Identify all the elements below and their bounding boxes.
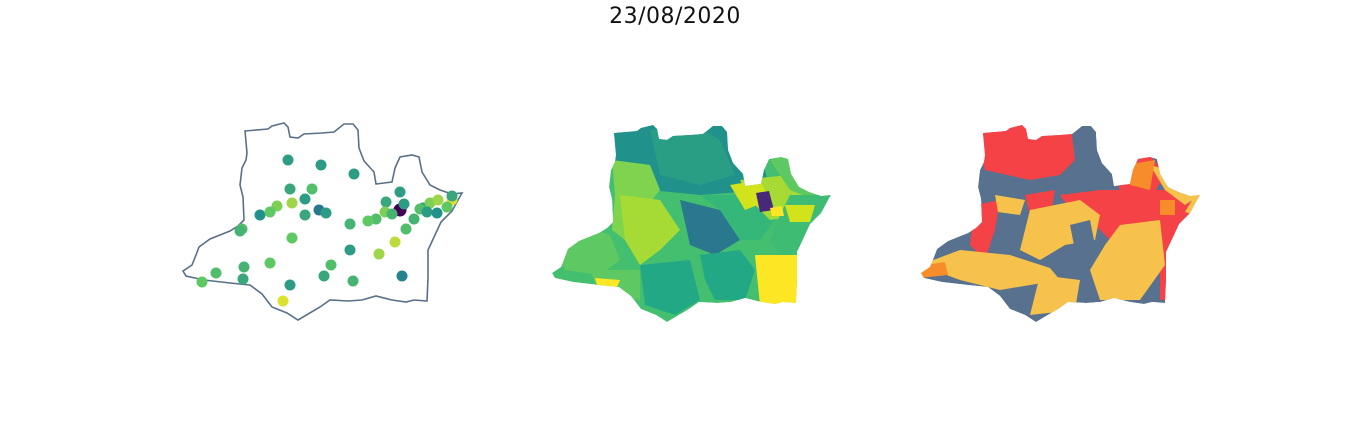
municipality-point [398, 198, 410, 210]
panel-points [182, 122, 463, 321]
municipality-point [400, 223, 412, 235]
municipality-point [315, 159, 327, 171]
municipality-point [237, 273, 249, 285]
municipality-point [373, 248, 385, 260]
municipality-point [362, 215, 374, 227]
municipality-point [386, 208, 398, 220]
municipality-point [282, 154, 294, 166]
municipality-point [408, 213, 420, 225]
municipality-point [394, 186, 406, 198]
municipality-point [389, 236, 401, 248]
municipality-point [325, 259, 337, 271]
municipality-point [238, 261, 250, 273]
municipality-point [196, 276, 208, 288]
municipality-point [299, 193, 311, 205]
municipality-point [277, 295, 289, 307]
municipality-point [396, 270, 408, 282]
municipality-point [441, 201, 453, 213]
municipality-point [306, 183, 318, 195]
municipality-point [210, 267, 222, 279]
panel-choropleth-continuous [552, 125, 831, 322]
municipality-point [421, 206, 433, 218]
municipality-point [284, 279, 296, 291]
municipality-point [380, 196, 392, 208]
municipality-point [299, 209, 311, 221]
state-outline [182, 122, 463, 321]
municipality-point [446, 190, 458, 202]
panel-choropleth-categorical [921, 125, 1200, 322]
municipality-point [234, 225, 246, 237]
municipality-point [432, 194, 444, 206]
choropleth-continuous-regions [552, 125, 831, 322]
municipality-points [196, 154, 458, 307]
municipality-point [320, 207, 332, 219]
municipality-point [286, 197, 298, 209]
municipality-point [348, 168, 360, 180]
municipality-point [318, 270, 330, 282]
choropleth-categorical-regions [921, 125, 1200, 322]
municipality-point [284, 183, 296, 195]
municipality-point [254, 209, 266, 221]
figure-title: 23/08/2020 [609, 4, 741, 29]
municipality-point [347, 275, 359, 287]
municipality-point [344, 244, 356, 256]
municipality-point [431, 207, 443, 219]
municipality-point [286, 232, 298, 244]
municipality-point [264, 206, 276, 218]
municipality-point [264, 257, 276, 269]
municipality-point [344, 218, 356, 230]
